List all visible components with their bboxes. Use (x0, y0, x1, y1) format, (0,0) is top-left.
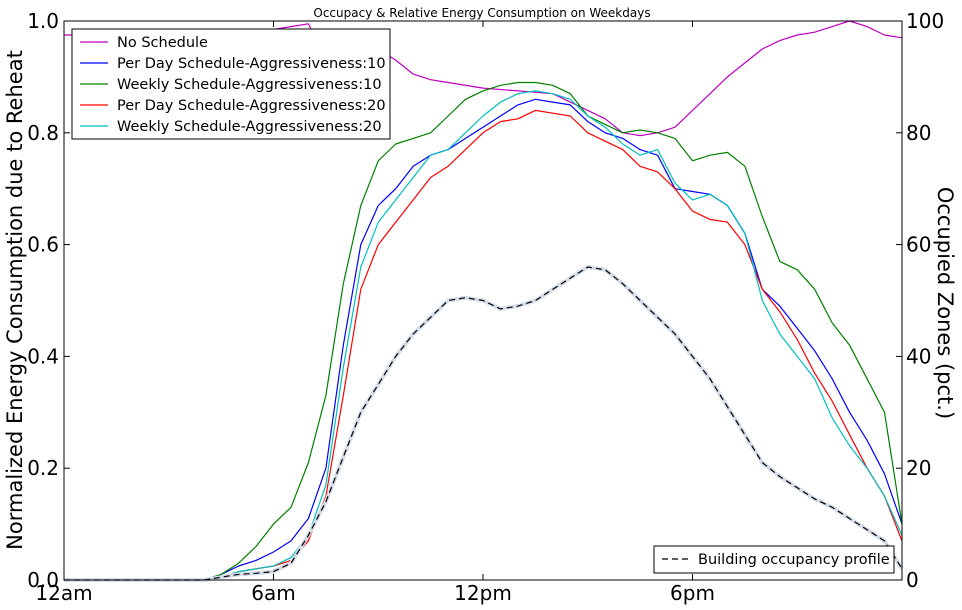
y2-tick-label: 80 (906, 121, 931, 145)
y2-tick-label: 60 (906, 233, 931, 257)
y2-tick-label: 20 (906, 456, 931, 480)
legend-main: No Schedule Per Day Schedule-Aggressivene… (71, 28, 391, 140)
y2-axis-label: Occupied Zones (pct.) (933, 187, 957, 419)
series-halo-5 (64, 264, 904, 582)
y-tick-label: 0.6 (27, 233, 59, 257)
y-axis-label: Normalized Energy Consumption due to Reh… (3, 50, 27, 550)
x-tick-label: 12pm (454, 581, 512, 605)
ticks-layer: 12am 6am 12pm 6pm 0.0 0.2 0.4 0.6 0.8 1.0 0 20 40 60 8… (27, 9, 944, 605)
legend-label: Per Day Schedule-Aggressiveness:20 (117, 98, 386, 114)
series-line-3 (64, 109, 903, 581)
series-line-4 (64, 90, 903, 581)
series-layer (64, 20, 904, 582)
x-tick-label: 6am (251, 581, 295, 605)
legend-label: Per Day Schedule-Aggressiveness:10 (117, 56, 386, 72)
x-tick-label: 12am (35, 581, 92, 605)
legend-main-box (71, 28, 391, 140)
y-tick-label: 0.4 (27, 344, 59, 368)
series-line-5 (64, 266, 903, 581)
legend-label: Weekly Schedule-Aggressiveness:20 (117, 119, 382, 135)
y-tick-label: 0.2 (27, 456, 59, 480)
y-tick-label: 0.0 (27, 568, 59, 592)
legend-label: Weekly Schedule-Aggressiveness:10 (117, 77, 382, 93)
y-tick-label: 0.8 (27, 121, 59, 145)
legend-label: No Schedule (117, 35, 208, 51)
y2-tick-label: 40 (906, 344, 931, 368)
series-line-1 (64, 98, 903, 581)
y2-tick-label: 100 (906, 9, 944, 33)
y-tick-label: 1.0 (27, 9, 59, 33)
chart-title: Occupacy & Relative Energy Consumption o… (313, 6, 650, 20)
series-line-2 (64, 81, 903, 581)
x-tick-label: 6pm (670, 581, 715, 605)
legend-occupancy-box (653, 545, 895, 574)
y2-tick-label: 0 (906, 568, 919, 592)
legend-occupancy: Building occupancy profile (653, 545, 895, 574)
legend-label: Building occupancy profile (698, 552, 890, 568)
